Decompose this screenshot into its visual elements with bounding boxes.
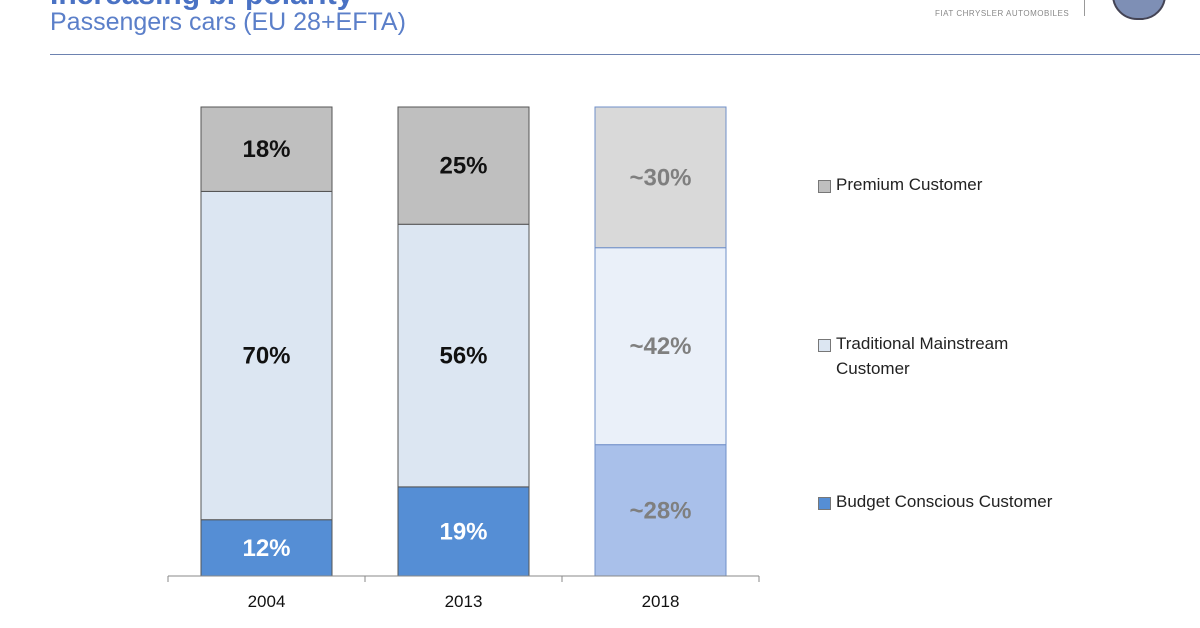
- page-title: Increasing bi-polarity: [50, 0, 353, 12]
- data-label: 18%: [242, 136, 290, 163]
- legend-item-budget: Budget Conscious Customer: [818, 492, 1066, 514]
- fca-logo: FIAT CHRYSLER AUTOMOBILES: [935, 9, 1070, 18]
- x-tick-label: 2013: [445, 592, 483, 611]
- legend-label: Budget Conscious Customer: [836, 492, 1053, 511]
- data-label: 70%: [242, 343, 290, 370]
- legend-swatch-budget: [818, 497, 831, 510]
- data-label: ~28%: [629, 497, 691, 524]
- legend-item-mainstream: Traditional Mainstream Customer: [818, 334, 1036, 381]
- legend-label: Traditional Mainstream Customer: [836, 334, 1009, 378]
- header-divider: [50, 54, 1200, 55]
- data-label: 56%: [439, 343, 487, 370]
- bar-segment-budget-conscious-customer-2013: [397, 486, 530, 577]
- bar-segment-premium-customer-2013: [397, 106, 530, 225]
- data-label: 19%: [439, 518, 487, 545]
- data-label: 12%: [242, 535, 290, 562]
- x-tick-label: 2018: [642, 592, 680, 611]
- data-label: ~30%: [629, 164, 691, 191]
- bar-segment-traditional-mainstream-customer-2013: [397, 223, 530, 488]
- legend-swatch-mainstream: [818, 339, 831, 352]
- bar-segment-premium-customer-2004: [200, 106, 333, 192]
- bar-segment-budget-conscious-customer-2018: [594, 444, 727, 577]
- legend-swatch-premium: [818, 180, 831, 193]
- logo-divider: [1084, 0, 1085, 16]
- bar-segment-premium-customer-2018: [594, 106, 727, 249]
- bar-segment-traditional-mainstream-customer-2018: [594, 247, 727, 446]
- data-label: 25%: [439, 153, 487, 180]
- x-tick-label: 2004: [248, 592, 286, 611]
- bar-segment-traditional-mainstream-customer-2004: [200, 190, 333, 521]
- legend-label: Premium Customer: [836, 175, 983, 194]
- data-label: ~42%: [629, 333, 691, 360]
- page-subtitle: Passengers cars (EU 28+EFTA): [50, 8, 406, 36]
- legend-item-premium: Premium Customer: [818, 175, 1066, 197]
